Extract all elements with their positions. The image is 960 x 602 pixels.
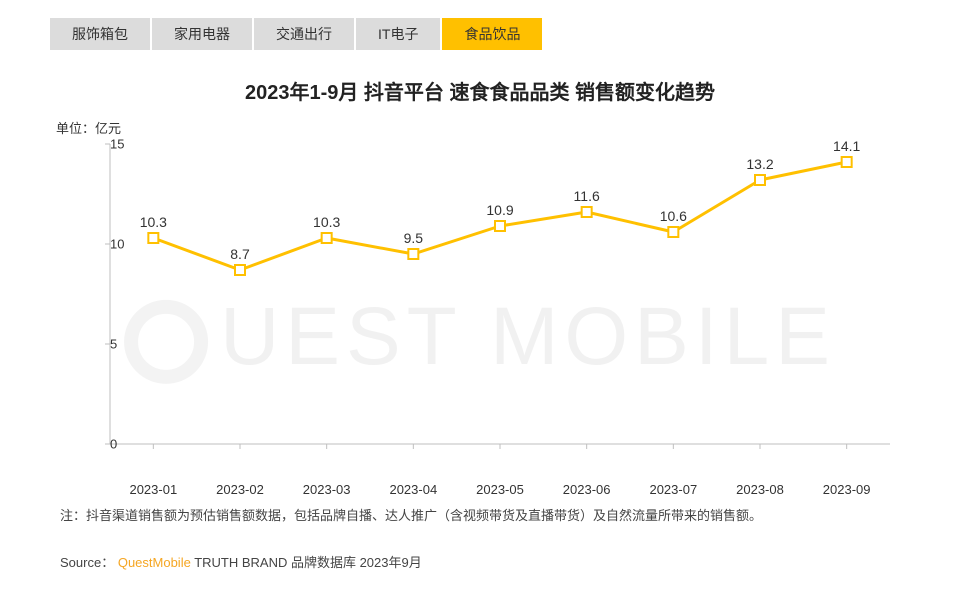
x-tick-label: 2023-03 xyxy=(303,482,351,497)
x-tick-label: 2023-02 xyxy=(216,482,264,497)
tab-0[interactable]: 服饰箱包 xyxy=(50,18,150,50)
x-tick-label: 2023-05 xyxy=(476,482,524,497)
data-point-label: 8.7 xyxy=(230,246,249,262)
data-point-label: 13.2 xyxy=(746,156,773,172)
x-tick-label: 2023-08 xyxy=(736,482,784,497)
x-tick-label: 2023-09 xyxy=(823,482,871,497)
tabs: 服饰箱包家用电器交通出行IT电子食品饮品 xyxy=(0,0,960,50)
data-point-label: 10.9 xyxy=(486,202,513,218)
tab-1[interactable]: 家用电器 xyxy=(152,18,252,50)
footnote: 注：抖音渠道销售额为预估销售额数据，包括品牌自播、达人推广（含视频带货及直播带货… xyxy=(60,505,762,524)
data-point-label: 14.1 xyxy=(833,138,860,154)
chart-area: 0510152023-012023-022023-032023-042023-0… xyxy=(70,134,910,474)
x-tick-label: 2023-06 xyxy=(563,482,611,497)
tab-3[interactable]: IT电子 xyxy=(356,18,440,50)
source-brand: QuestMobile xyxy=(118,555,191,570)
source-prefix: Source： xyxy=(60,555,114,570)
tab-4[interactable]: 食品饮品 xyxy=(442,18,542,50)
line-chart-svg xyxy=(70,134,910,474)
tab-2[interactable]: 交通出行 xyxy=(254,18,354,50)
source-suffix: TRUTH BRAND 品牌数据库 2023年9月 xyxy=(191,555,422,570)
x-tick-label: 2023-04 xyxy=(389,482,437,497)
source: Source： QuestMobile TRUTH BRAND 品牌数据库 20… xyxy=(60,552,422,571)
data-point-label: 10.3 xyxy=(313,214,340,230)
x-tick-label: 2023-01 xyxy=(129,482,177,497)
data-point-label: 10.6 xyxy=(660,208,687,224)
data-point-label: 10.3 xyxy=(140,214,167,230)
data-point-label: 9.5 xyxy=(404,230,423,246)
chart-title: 2023年1-9月 抖音平台 速食食品品类 销售额变化趋势 xyxy=(0,76,960,105)
x-tick-label: 2023-07 xyxy=(649,482,697,497)
data-point-label: 11.6 xyxy=(574,188,600,204)
